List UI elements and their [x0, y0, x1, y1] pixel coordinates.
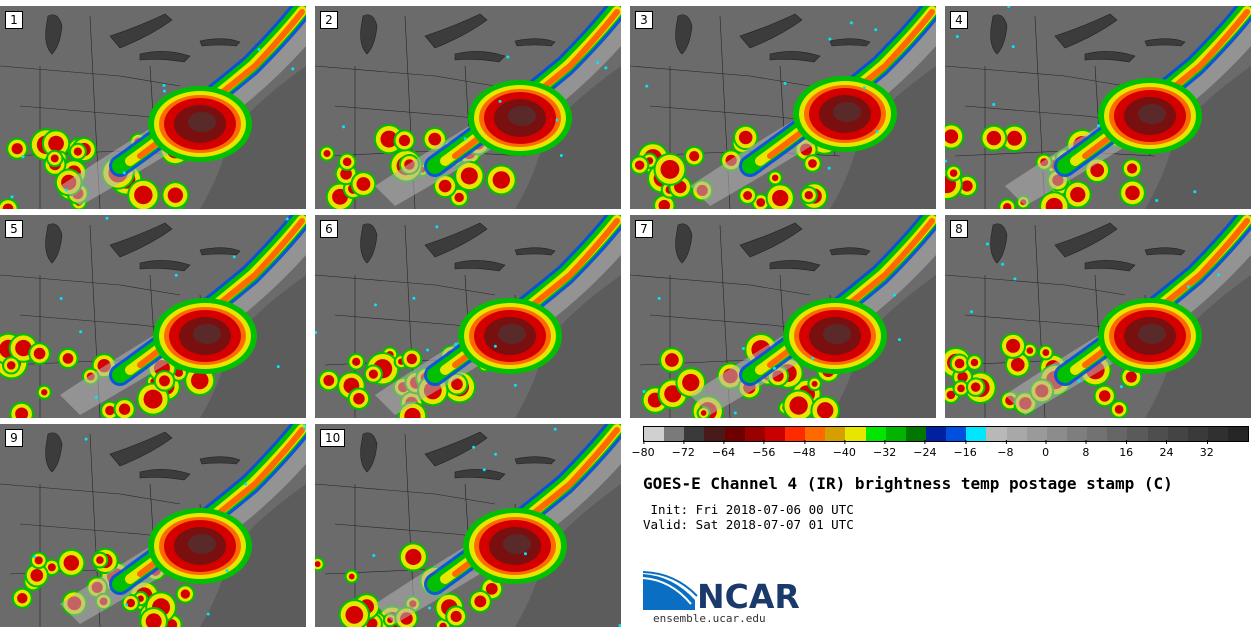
colorbar-cell	[1066, 427, 1088, 441]
colorbar-cell	[925, 427, 947, 441]
init-time: Init: Fri 2018-07-06 00 UTC	[643, 502, 854, 517]
colorbar-cell	[885, 427, 906, 441]
colorbar-cell	[986, 427, 1007, 441]
colorbar-tick-label: −48	[792, 440, 816, 459]
colorbar-cell	[684, 427, 705, 441]
panel-number: 6	[320, 220, 338, 238]
satellite-ir-map	[945, 215, 1251, 418]
map-panel: 2	[315, 6, 621, 209]
colorbar-tick-label: −24	[913, 440, 936, 459]
colorbar-cell	[724, 427, 745, 441]
logo-url: ensemble.ucar.edu	[653, 612, 766, 625]
colorbar-cell	[1228, 427, 1249, 441]
colorbar-cell	[704, 427, 725, 441]
panel-number: 1	[5, 11, 23, 29]
colorbar-tick-label: −16	[954, 440, 977, 459]
valid-time: Valid: Sat 2018-07-07 01 UTC	[643, 517, 854, 532]
colorbar-tick-label: −64	[712, 440, 735, 459]
satellite-ir-map	[315, 6, 621, 209]
map-panel: 8	[945, 215, 1251, 418]
colorbar-tick-label: −80	[631, 440, 655, 459]
map-panel: 3	[630, 6, 936, 209]
colorbar-cell	[1167, 427, 1188, 441]
map-panel: 5	[0, 215, 306, 418]
colorbar-cell	[865, 427, 886, 441]
colorbar-cell	[1026, 427, 1047, 441]
colorbar-tick-label: −56	[752, 440, 775, 459]
colorbar-tick-label: −32	[873, 440, 896, 459]
colorbar-cell	[1046, 427, 1067, 441]
colorbar-cell	[644, 427, 665, 441]
panel-number: 9	[5, 429, 23, 447]
colorbar-cell	[1087, 427, 1108, 441]
figure-title: GOES-E Channel 4 (IR) brightness temp po…	[643, 474, 1173, 493]
colorbar-cell	[946, 427, 967, 441]
colorbar-cell	[1207, 427, 1229, 441]
panel-number: 4	[950, 11, 968, 29]
panel-number: 5	[5, 220, 23, 238]
satellite-ir-map	[315, 424, 621, 627]
satellite-ir-map	[0, 215, 306, 418]
satellite-ir-map	[0, 6, 306, 209]
panel-number: 10	[320, 429, 346, 447]
map-panel: 10	[315, 424, 621, 627]
map-panel: 9	[0, 424, 306, 627]
panel-number: 3	[635, 11, 653, 29]
panel-number: 8	[950, 220, 968, 238]
ncar-logo-icon	[643, 571, 698, 610]
colorbar-cell	[845, 427, 866, 441]
map-panel: 7	[630, 215, 936, 418]
colorbar-tick-label: 0	[1042, 440, 1049, 459]
colorbar-cell	[1127, 427, 1148, 441]
colorbar-cell	[1107, 427, 1128, 441]
map-panel: 4	[945, 6, 1251, 209]
satellite-ir-map	[0, 424, 306, 627]
satellite-ir-map	[630, 6, 936, 209]
colorbar-tick-label: 16	[1119, 440, 1133, 459]
colorbar-cell	[764, 427, 785, 441]
colorbar-tick-label: −72	[672, 440, 695, 459]
colorbar-cell	[1187, 427, 1208, 441]
colorbar-cell	[784, 427, 806, 441]
colorbar-cell	[1147, 427, 1168, 441]
colorbar-cell	[805, 427, 826, 441]
colorbar-tick-label: 8	[1082, 440, 1089, 459]
colorbar-tick-label: 24	[1159, 440, 1173, 459]
ncar-logo-text: NCAR	[697, 577, 800, 616]
map-panel: 6	[315, 215, 621, 418]
colorbar-tick-label: −40	[833, 440, 856, 459]
satellite-ir-map	[945, 6, 1251, 209]
colorbar-cell	[905, 427, 926, 441]
panel-number: 7	[635, 220, 653, 238]
satellite-ir-map	[630, 215, 936, 418]
satellite-ir-map	[315, 215, 621, 418]
colorbar-tick-label: −8	[997, 440, 1014, 459]
panel-number: 2	[320, 11, 338, 29]
colorbar-cell	[744, 427, 765, 441]
colorbar	[643, 426, 1249, 442]
colorbar-ticks: −80 −72 −64 −56 −48 −40 −32 −24 −16 −8 0 8 16 24 32	[631, 440, 1249, 463]
colorbar-tick-label: 32	[1200, 440, 1214, 459]
colorbar-cell	[966, 427, 987, 441]
colorbar-cell	[1006, 427, 1027, 441]
colorbar-cell	[664, 427, 685, 441]
colorbar-cell	[825, 427, 846, 441]
map-panel: 1	[0, 6, 306, 209]
